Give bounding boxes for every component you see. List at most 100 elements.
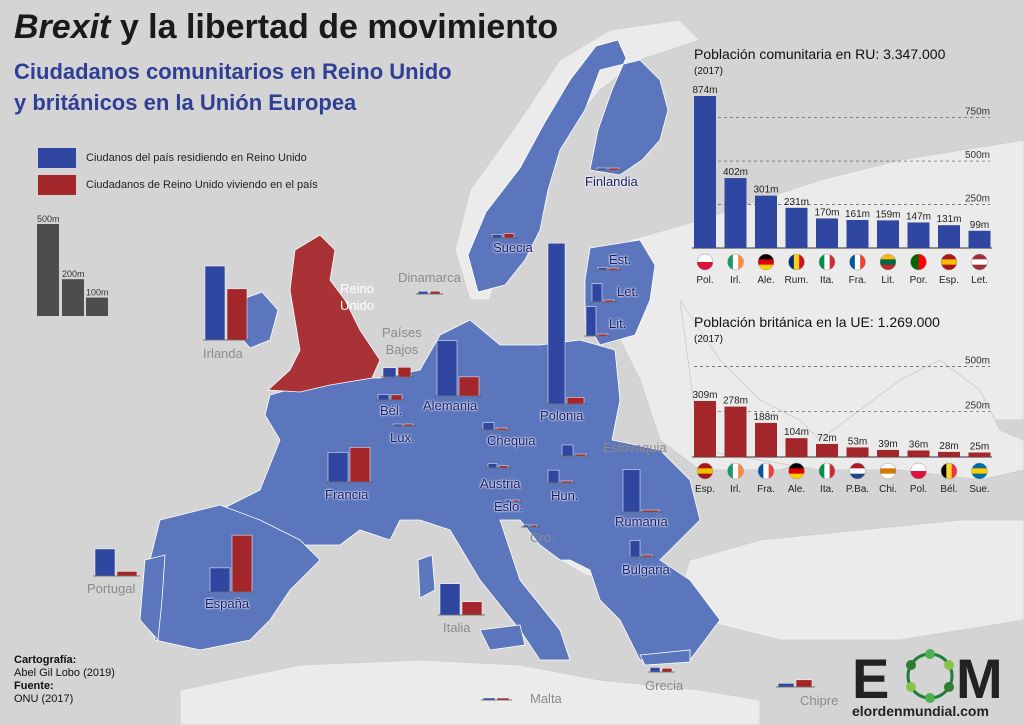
- bar-Pol.: [907, 450, 930, 457]
- bar-blue-Suecia: [491, 234, 503, 239]
- bar-red-Grecia: [661, 668, 673, 673]
- bar-Esp.: [694, 401, 716, 457]
- poland-flag: [696, 253, 714, 271]
- bar-red-Portugal: [116, 571, 138, 577]
- value-label: 72m: [817, 433, 836, 444]
- italy-flag: [818, 462, 836, 480]
- germany-flag: [757, 253, 775, 271]
- title-italic: Brexit: [14, 8, 111, 46]
- lithuania-flag: [879, 253, 897, 271]
- category-label: Pol.: [696, 275, 713, 286]
- bar-Irl.: [724, 178, 747, 248]
- bar-blue-Portugal: [94, 548, 116, 577]
- page-subtitle: Ciudadanos comunitarios en Reino Unido y…: [14, 56, 452, 118]
- value-label: 278m: [723, 396, 748, 407]
- bar-blue-Bélgica: [377, 394, 390, 401]
- scandinavia-shape: [467, 39, 669, 293]
- credits-fuente-label: Fuente:: [14, 680, 54, 692]
- category-label: Esp.: [939, 275, 959, 286]
- bar-blue-Dinamarca: [417, 290, 429, 295]
- category-label: Por.: [910, 275, 928, 286]
- value-label: 161m: [845, 209, 870, 220]
- germany-flag: [788, 462, 805, 480]
- label-grecia: Grecia: [645, 678, 684, 693]
- bar-Let.: [968, 230, 991, 248]
- portugal-shape: [139, 554, 166, 641]
- category-label: Irl.: [730, 484, 741, 495]
- gridline-label: 250m: [965, 401, 990, 412]
- gridline-label: 500m: [965, 355, 990, 366]
- logo-site: elordenmundial.com: [852, 703, 989, 719]
- panel-uk-title: Población comunitaria en RU: 3.347.000: [694, 46, 946, 62]
- ireland-flag: [727, 253, 744, 271]
- bar-red-Bélgica: [390, 394, 403, 401]
- credits-cartografia-label: Cartografía:: [14, 654, 77, 666]
- romania-flag: [788, 253, 805, 271]
- turkey-land: [679, 519, 1024, 641]
- category-label: Ale.: [757, 275, 774, 286]
- value-label: 170m: [814, 207, 839, 218]
- value-label: 402m: [723, 167, 748, 178]
- bar-Ita.: [816, 218, 838, 248]
- category-label: Pol.: [910, 484, 927, 495]
- credits-cartografia: Abel Gil Lobo (2019): [14, 667, 115, 679]
- label-francia: Francia: [325, 487, 369, 502]
- cyprus-flag: [879, 462, 897, 480]
- bar-red-Italia: [461, 601, 483, 616]
- label-finlandia: Finlandia: [585, 174, 638, 189]
- subtitle-line-1: Ciudadanos comunitarios en Reino Unido: [14, 59, 452, 84]
- spain-flag: [940, 253, 958, 271]
- label-alemania: Alemania: [423, 398, 478, 413]
- value-label: 99m: [970, 220, 989, 231]
- panel-eu-title: Población británica en la UE: 1.269.000: [694, 314, 940, 330]
- bar-Rum.: [785, 207, 808, 248]
- label-bulgaria: Bulgaria: [622, 562, 670, 577]
- bar-red-Alemania: [458, 376, 480, 397]
- svg-text:M: M: [956, 648, 1003, 704]
- bar-Ita.: [816, 443, 838, 457]
- north-africa-land: [179, 659, 761, 725]
- panel-eu-year: (2017): [694, 334, 723, 345]
- bar-red-Francia: [349, 447, 371, 483]
- bar-Esp.: [938, 225, 960, 248]
- legend-label-blue: Ciudanos del país residiendo en Reino Un…: [86, 152, 307, 164]
- legend-item-blue: Ciudanos del país residiendo en Reino Un…: [38, 148, 307, 168]
- bar-blue-Francia: [327, 452, 349, 483]
- france-flag: [757, 462, 775, 480]
- value-label: 301m: [753, 185, 778, 196]
- label-suecia: Suecia: [493, 240, 533, 255]
- bar-Ale.: [755, 195, 777, 248]
- bar-blue-Países Bajos: [382, 367, 397, 378]
- scale-bar: [86, 297, 108, 316]
- label-espana: España: [205, 596, 250, 611]
- value-label: 147m: [906, 211, 931, 222]
- scale-label: 100m: [86, 288, 109, 298]
- credits-fuente: ONU (2017): [14, 693, 74, 705]
- legend-swatch-blue: [38, 148, 76, 168]
- bar-blue-Grecia: [649, 667, 661, 673]
- category-label: Fra.: [849, 275, 867, 286]
- bar-red-Países Bajos: [397, 366, 412, 378]
- bar-blue-Italia: [439, 583, 461, 616]
- scale-bar: [37, 224, 59, 316]
- category-label: Irl.: [730, 275, 741, 286]
- value-label: 36m: [909, 439, 928, 450]
- bar-Irl.: [724, 406, 747, 457]
- scale-label: 200m: [62, 269, 85, 279]
- category-label: Ale.: [788, 484, 805, 495]
- bar-Lit.: [877, 220, 899, 248]
- bar-blue-Bulgaria: [629, 540, 641, 558]
- label-irlanda: Irlanda: [203, 346, 243, 361]
- label-chipre: Chipre: [800, 693, 839, 708]
- gridline-label: 750m: [965, 107, 990, 118]
- value-label: 188m: [753, 412, 778, 423]
- scale-label: 500m: [37, 214, 60, 224]
- label-dinamarca: Dinamarca: [398, 270, 461, 285]
- label-eslovenia: Eslo.: [494, 499, 523, 514]
- bar-Ale.: [785, 438, 808, 457]
- category-label: Fra.: [757, 484, 775, 495]
- bar-red-España: [231, 534, 253, 593]
- bar-red-Suecia: [503, 233, 515, 239]
